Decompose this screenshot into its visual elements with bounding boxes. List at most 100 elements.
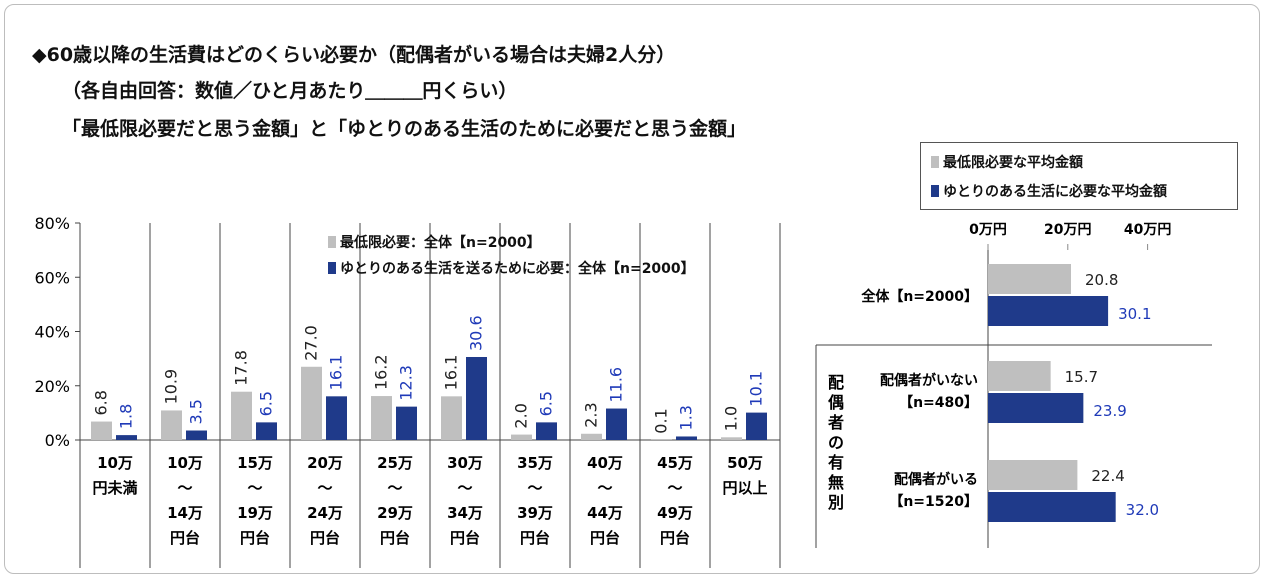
bar-yutori [396,406,417,440]
x-tick-label: 0万円 [969,222,1007,238]
y-tick-label: 40% [34,323,70,342]
row-label: 【n=1520】 [889,494,978,510]
row-label: 配偶者がいない [880,372,978,389]
group-label-char: 偶 [828,393,844,412]
category-label: 30万 [447,454,483,472]
bar-yutori [256,422,277,440]
category-label: ～ [527,479,542,497]
group-label-char: 有 [828,453,844,472]
category-label: 円台 [380,529,410,547]
category-label: 40万 [587,454,623,472]
bar-yutori [606,408,627,440]
avg-bar-yutori [988,296,1109,326]
avg-bar-minimum [988,361,1051,391]
category-label: 円台 [590,529,620,547]
group-label-char: 無 [828,473,844,492]
average-legend-label-minimum: 最低限必要な平均金額 [943,155,1083,171]
data-label-yutori: 1.8 [117,404,136,429]
category-label: ～ [317,479,332,497]
category-label: 円台 [310,529,340,547]
category-label: 45万 [657,454,693,472]
category-label: ～ [247,479,262,497]
legend-swatch-navy [328,262,336,274]
average-legend-label-yutori: ゆとりのある生活に必要な平均金額 [943,184,1167,200]
data-label-yutori: 11.6 [607,367,626,403]
legend-swatch-gray [328,236,336,248]
bar-yutori [186,430,207,440]
category-label: 10万 [97,454,133,472]
bar-yutori [746,412,767,440]
y-tick-label: 60% [34,268,70,287]
data-label-yutori: 16.1 [327,355,346,391]
x-tick-label: 40万円 [1124,222,1171,238]
chart-subtitle: （各自由回答：数値／ひと月あたり＿＿＿円くらい） [62,80,518,102]
category-label: ～ [177,479,192,497]
data-label-minimum: 10.9 [162,369,181,405]
category-label: 円台 [660,529,690,547]
legend-item-minimum: 最低限必要：全体【n=2000】 [328,232,541,252]
category-label: 円以上 [722,479,767,497]
avg-label-minimum: 15.7 [1065,368,1098,386]
data-label-minimum: 0.1 [652,408,671,433]
data-label-yutori: 6.5 [537,391,556,416]
bar-yutori [536,422,557,440]
bar-minimum [231,391,252,440]
y-tick-label: 0% [45,431,70,450]
avg-label-minimum: 20.8 [1085,271,1118,289]
data-label-minimum: 16.2 [372,354,391,390]
average-legend-swatch-navy [931,185,939,197]
legend-label-minimum: 最低限必要：全体【n=2000】 [340,235,541,251]
avg-label-yutori: 30.1 [1118,305,1151,323]
group-label-char: 配 [828,373,844,392]
category-label: 34万 [447,504,483,522]
data-label-yutori: 30.6 [467,315,486,351]
category-label: 25万 [377,454,413,472]
data-label-minimum: 1.0 [722,406,741,431]
bar-minimum [91,421,112,440]
group-label-char: 別 [828,493,844,512]
data-label-minimum: 2.3 [582,402,601,427]
data-label-minimum: 17.8 [232,350,251,386]
data-label-yutori: 10.1 [747,371,766,407]
category-label: 15万 [237,454,273,472]
category-label: 円台 [450,529,480,547]
bar-minimum [721,437,742,440]
bar-minimum [511,434,532,440]
group-label-char: の [828,433,844,452]
avg-label-yutori: 23.9 [1093,402,1126,420]
average-legend-swatch-gray [931,156,939,168]
row-label: 配偶者がいる [894,471,978,488]
bar-yutori [466,356,487,440]
average-legend: 最低限必要な平均金額 ゆとりのある生活に必要な平均金額 [920,142,1238,210]
category-label: 29万 [377,504,413,522]
avg-bar-minimum [988,460,1078,490]
category-label: 円台 [170,529,200,547]
data-label-yutori: 12.3 [397,365,416,401]
bar-minimum [441,396,462,440]
data-label-minimum: 27.0 [302,325,321,361]
legend-item-yutori: ゆとりのある生活を送るために必要：全体【n=2000】 [328,258,695,278]
category-label: 49万 [657,504,693,522]
category-label: 14万 [167,504,203,522]
avg-bar-yutori [988,492,1116,522]
bar-yutori [326,396,347,440]
category-label: ～ [457,479,472,497]
avg-bar-yutori [988,393,1084,423]
x-tick-label: 20万円 [1044,222,1091,238]
category-label: 円台 [520,529,550,547]
category-label: ～ [667,479,682,497]
chart-title: ◆60歳以降の生活費はどのくらい必要か（配偶者がいる場合は夫婦2人分） [32,44,676,66]
data-label-minimum: 16.1 [442,355,461,391]
category-label: ～ [597,479,612,497]
category-label: 20万 [307,454,343,472]
bar-minimum [581,433,602,440]
card-frame [4,4,1260,574]
category-label: ～ [387,479,402,497]
average-legend-item-minimum: 最低限必要な平均金額 [931,152,1083,172]
average-legend-item-yutori: ゆとりのある生活に必要な平均金額 [931,181,1167,201]
group-label-char: 者 [827,413,844,432]
category-label: 24万 [307,504,343,522]
category-label: 50万 [727,454,763,472]
data-label-minimum: 2.0 [512,403,531,428]
